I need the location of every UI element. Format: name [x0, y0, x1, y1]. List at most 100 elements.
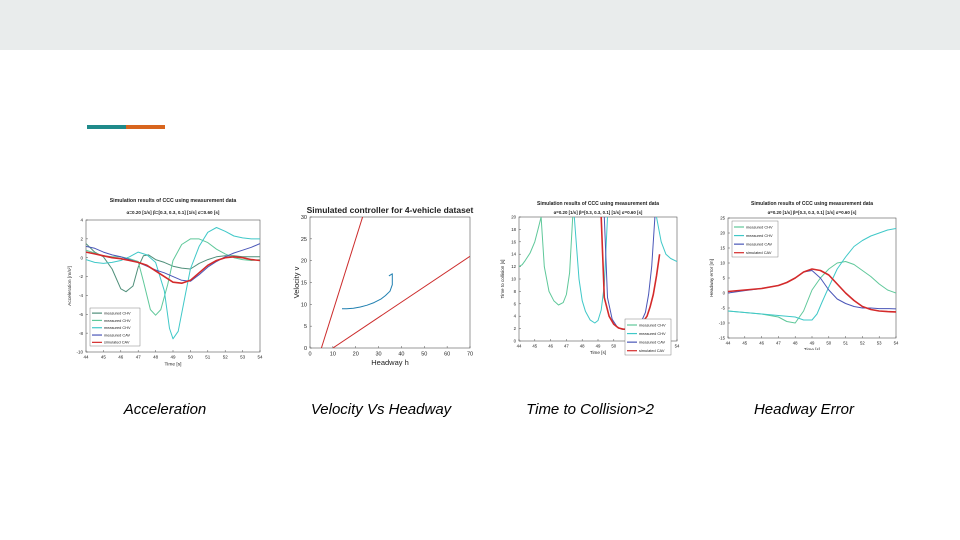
time-to-collision-chart: Simulation results of CCC using measurem… — [500, 201, 680, 356]
legend-entry: measured CAV — [639, 340, 665, 345]
x-tick-label: 50 — [188, 355, 194, 360]
accent-bar-teal — [87, 125, 126, 129]
x-tick-label: 44 — [726, 340, 731, 345]
y-tick-label: 15 — [301, 280, 307, 286]
chart-subtitle: α=0.20 [1/s] β=[0.3, 0.3, 0.1] [1/s] σ=0… — [554, 210, 643, 215]
y-axis-label: Acceleration [m/s²] — [67, 266, 73, 306]
y-tick-label: 25 — [301, 237, 307, 243]
x-tick-label: 50 — [611, 343, 616, 348]
x-tick-label: 45 — [742, 340, 747, 345]
y-tick-label: 12 — [511, 264, 516, 269]
legend-entry: measured CHV — [104, 311, 131, 316]
caption-acceleration: Acceleration — [123, 401, 207, 418]
y-axis-label: Time to collision [s] — [500, 260, 505, 299]
x-axis-label: Headway h — [371, 358, 409, 367]
x-tick-label: 46 — [118, 355, 124, 360]
x-tick-label: 45 — [101, 355, 107, 360]
y-tick-label: 8 — [514, 289, 517, 294]
y-axis-label: Velocity v — [292, 266, 301, 298]
y-tick-label: 0 — [514, 339, 517, 344]
x-tick-label: 30 — [376, 352, 382, 358]
y-tick-label: 4 — [514, 314, 517, 319]
legend-entry: measured CAV — [746, 242, 772, 247]
caption-headway-error: Headway Error — [753, 401, 855, 418]
series-line-3 — [728, 268, 896, 313]
legend-entry: measured CHV — [639, 322, 666, 327]
x-tick-label: 48 — [580, 343, 585, 348]
x-tick-label: 46 — [548, 343, 553, 348]
y-tick-label: -10 — [719, 321, 726, 326]
caption-time-to-collision: Time to Collision>2 — [526, 401, 654, 418]
x-tick-label: 40 — [398, 352, 404, 358]
series-line-4 — [656, 217, 677, 263]
series-line-1 — [728, 228, 896, 321]
acceleration-chart: Simulation results of CCC using measurem… — [67, 198, 263, 367]
chart-subtitle: α=0.20 [1/s] β=[0.3, 0.3, 0.1] [1/s] σ=0… — [768, 210, 857, 215]
legend-entry: measured CHV — [746, 224, 773, 229]
x-tick-label: 49 — [170, 355, 176, 360]
x-tick-label: 52 — [860, 340, 865, 345]
x-tick-label: 44 — [517, 343, 522, 348]
y-tick-label: 2 — [514, 326, 517, 331]
series-line-3 — [86, 243, 260, 282]
y-tick-label: 30 — [301, 215, 307, 221]
x-tick-label: 51 — [843, 340, 848, 345]
legend-box — [89, 307, 141, 347]
x-tick-label: 46 — [759, 340, 764, 345]
x-tick-label: 51 — [205, 355, 211, 360]
x-tick-label: 47 — [136, 355, 142, 360]
chart-subtitle: α=0.20 [1/s] β=[0.3, 0.3, 0.1] [1/s] σ=0… — [127, 210, 220, 215]
x-axis-label: Time [s] — [804, 347, 820, 350]
x-tick-label: 53 — [240, 355, 246, 360]
y-tick-label: 18 — [511, 227, 516, 232]
y-tick-label: -5 — [721, 306, 725, 311]
legend-entry: measured CHV — [104, 318, 131, 323]
y-tick-label: -10 — [76, 350, 83, 355]
y-tick-label: -15 — [719, 336, 726, 341]
y-tick-label: 14 — [511, 252, 516, 257]
x-tick-label: 49 — [596, 343, 601, 348]
x-tick-label: 52 — [223, 355, 229, 360]
x-tick-label: 53 — [877, 340, 882, 345]
y-axis-label: Headway error [m] — [709, 259, 714, 297]
accent-bar-orange — [126, 125, 165, 129]
series-line-1 — [573, 217, 608, 324]
x-tick-label: 70 — [467, 352, 473, 358]
chart-title: Simulation results of CCC using measurem… — [751, 201, 873, 207]
chart-title: Simulation results of CCC using measurem… — [537, 201, 659, 207]
y-tick-label: 2 — [80, 236, 83, 241]
slide-top-band — [0, 0, 960, 50]
y-tick-label: 4 — [80, 218, 83, 223]
series-line-2 — [342, 273, 393, 310]
legend-entry: simulated CAV — [639, 348, 665, 353]
y-tick-label: -8 — [79, 331, 83, 336]
x-tick-label: 10 — [330, 352, 336, 358]
chart-title: Simulated controller for 4-vehicle datas… — [307, 205, 474, 215]
x-tick-label: 48 — [793, 340, 798, 345]
y-tick-label: 20 — [720, 231, 725, 236]
y-tick-label: 15 — [720, 246, 725, 251]
legend-entry: simulated CAV — [104, 340, 130, 345]
chart-title: Simulation results of CCC using measurem… — [110, 198, 237, 204]
y-tick-label: -2 — [79, 274, 83, 279]
x-tick-label: 54 — [675, 343, 680, 348]
y-tick-label: 0 — [304, 346, 307, 352]
y-tick-label: 0 — [80, 255, 83, 260]
y-tick-label: 10 — [301, 302, 307, 308]
legend-entry: measured CHV — [746, 233, 773, 238]
x-tick-label: 47 — [776, 340, 781, 345]
x-tick-label: 47 — [564, 343, 569, 348]
y-tick-label: 6 — [514, 301, 517, 306]
headway-error-chart: Simulation results of CCC using measurem… — [709, 201, 899, 350]
x-tick-label: 50 — [826, 340, 831, 345]
velocity-vs-headway-chart: Simulated controller for 4-vehicle datas… — [292, 205, 474, 367]
x-tick-label: 20 — [353, 352, 359, 358]
y-tick-label: 25 — [720, 216, 725, 221]
x-tick-label: 44 — [83, 355, 89, 360]
x-axis-label: Time [s] — [590, 350, 606, 355]
series-line-0 — [519, 217, 574, 306]
plot-area — [309, 216, 471, 349]
x-tick-label: 0 — [308, 352, 311, 358]
y-tick-label: 5 — [304, 324, 307, 330]
series-line-1 — [332, 255, 470, 348]
